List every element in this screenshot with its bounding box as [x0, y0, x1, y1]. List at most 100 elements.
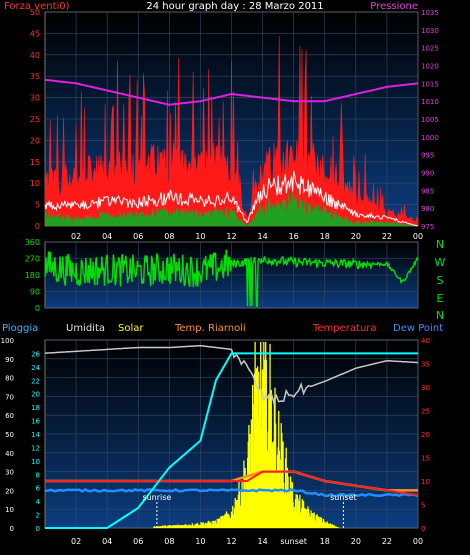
- pressure-tick-label: 1010: [421, 98, 439, 106]
- pressure-tick-label: 980: [421, 205, 434, 213]
- wind-x-tick-label: 22: [382, 232, 392, 241]
- direction-tick-label: 270: [25, 255, 40, 264]
- humidity-tick-label: 20: [5, 487, 14, 495]
- legend-umidita: Umidita: [66, 323, 105, 334]
- rain-tick-label: 18: [31, 404, 40, 412]
- weather-x-tick-label: 10: [195, 537, 205, 546]
- direction-tick-label: 180: [25, 271, 40, 280]
- humidity-tick-label: 40: [5, 450, 14, 458]
- pressure-tick-label: 1030: [421, 27, 439, 35]
- graph-title: 24 hour graph day : 28 Marzo 2011: [146, 1, 323, 12]
- legend-solar: Solar: [118, 323, 144, 334]
- rain-tick-label: 22: [31, 377, 40, 385]
- wind-x-tick-label: 00: [413, 232, 423, 241]
- rain-tick-label: 8: [36, 471, 40, 479]
- sunset-label: sunset: [330, 493, 357, 502]
- temp-tick-label: 30: [421, 384, 430, 392]
- wind-label: Forza venti0): [4, 1, 70, 12]
- wind-gust-area: [44, 36, 419, 227]
- wind-tick-label: 30: [30, 94, 40, 103]
- temp-tick-label: 35: [421, 361, 430, 369]
- temp-tick-label: 25: [421, 408, 430, 416]
- compass-n: N: [436, 238, 444, 251]
- pressure-tick-label: 1020: [421, 63, 439, 71]
- axis-labels: 0510152025303540455097598098599099510001…: [1, 8, 439, 546]
- wind-x-tick-label: 08: [164, 232, 174, 241]
- wind-tick-label: 45: [30, 29, 40, 38]
- wind-avg-line: [44, 170, 419, 227]
- rain-line: [45, 352, 418, 529]
- direction-tick-label: 90: [30, 288, 40, 297]
- humidity-tick-label: 100: [1, 337, 14, 345]
- pressure-label: Pressione: [370, 1, 418, 12]
- weather-x-tick-label: 00: [413, 537, 423, 546]
- humidity-line: [44, 344, 419, 405]
- legend-temperatura: Temperatura: [312, 323, 377, 334]
- temp-tick-label: 0: [421, 525, 425, 533]
- pressure-tick-label: 1025: [421, 45, 439, 53]
- direction-tick-label: 0: [35, 304, 40, 313]
- wind-x-tick-label: 06: [133, 232, 143, 241]
- wind-tick-label: 40: [30, 51, 40, 60]
- dewpoint-line: [44, 488, 419, 498]
- wind-tick-label: 0: [35, 222, 40, 231]
- wind-tick-label: 5: [35, 201, 40, 210]
- temp-tick-label: 20: [421, 431, 430, 439]
- rain-tick-label: 0: [36, 525, 40, 533]
- legend-riarnoli: Temp. Riarnoli: [174, 323, 246, 334]
- humidity-tick-label: 10: [5, 506, 14, 514]
- rain-tick-label: 4: [36, 498, 41, 506]
- temp-tick-label: 15: [421, 455, 430, 463]
- rain-tick-label: 16: [31, 418, 40, 426]
- wind-x-tick-label: 16: [289, 232, 299, 241]
- pressure-tick-label: 975: [421, 223, 434, 231]
- weather-x-tick-label: 04: [102, 537, 112, 546]
- wind-x-tick-label: 20: [351, 232, 361, 241]
- wind-x-tick-label: 02: [71, 232, 81, 241]
- wind-x-tick-label: 04: [102, 232, 112, 241]
- weather-x-tick-label: 06: [133, 537, 143, 546]
- wind-tick-label: 25: [30, 115, 40, 124]
- wind-tick-label: 35: [30, 72, 40, 81]
- pressure-tick-label: 990: [421, 170, 434, 178]
- pressure-tick-label: 985: [421, 187, 434, 195]
- compass-labels: N W S E N: [435, 238, 446, 322]
- grid-weather: [45, 339, 419, 529]
- compass-n2: N: [436, 309, 444, 322]
- weather-x-tick-label: 12: [226, 537, 236, 546]
- humidity-tick-label: 80: [5, 375, 14, 383]
- rain-tick-label: 10: [31, 458, 40, 466]
- compass-e: E: [437, 292, 444, 305]
- legend-dewpoint: Dew Point: [393, 323, 443, 334]
- weather-x-tick-label: 20: [351, 537, 361, 546]
- weather-x-tick-label: 08: [164, 537, 174, 546]
- wind-x-tick-label: 12: [226, 232, 236, 241]
- weather-x-tick-label: sunset: [280, 537, 307, 546]
- pressure-line: [44, 78, 419, 106]
- pressure-tick-label: 1035: [421, 9, 439, 17]
- direction-line: [44, 249, 419, 307]
- wind-low-area: [44, 192, 419, 227]
- pressure-tick-label: 1000: [421, 134, 439, 142]
- wind-tick-label: 20: [30, 136, 40, 145]
- humidity-tick-label: 30: [5, 469, 14, 477]
- rain-tick-label: 20: [31, 391, 40, 399]
- compass-s: S: [437, 274, 444, 287]
- rain-tick-label: 6: [36, 485, 41, 493]
- wind-tick-label: 50: [30, 8, 40, 17]
- compass-w: W: [435, 256, 446, 269]
- humidity-tick-label: 60: [5, 412, 14, 420]
- weather-x-tick-label: 02: [71, 537, 81, 546]
- humidity-tick-label: 90: [5, 356, 14, 364]
- direction-tick-label: 360: [25, 238, 40, 247]
- weather-x-tick-label: 22: [382, 537, 392, 546]
- rain-tick-label: 14: [31, 431, 40, 439]
- temp-tick-label: 10: [421, 478, 430, 486]
- rain-tick-label: 2: [36, 512, 40, 520]
- weather-x-tick-label: 18: [320, 537, 330, 546]
- wind-tick-label: 15: [30, 158, 40, 167]
- wind-x-tick-label: 10: [195, 232, 205, 241]
- direction-series: [44, 249, 419, 307]
- humidity-tick-label: 0: [10, 525, 14, 533]
